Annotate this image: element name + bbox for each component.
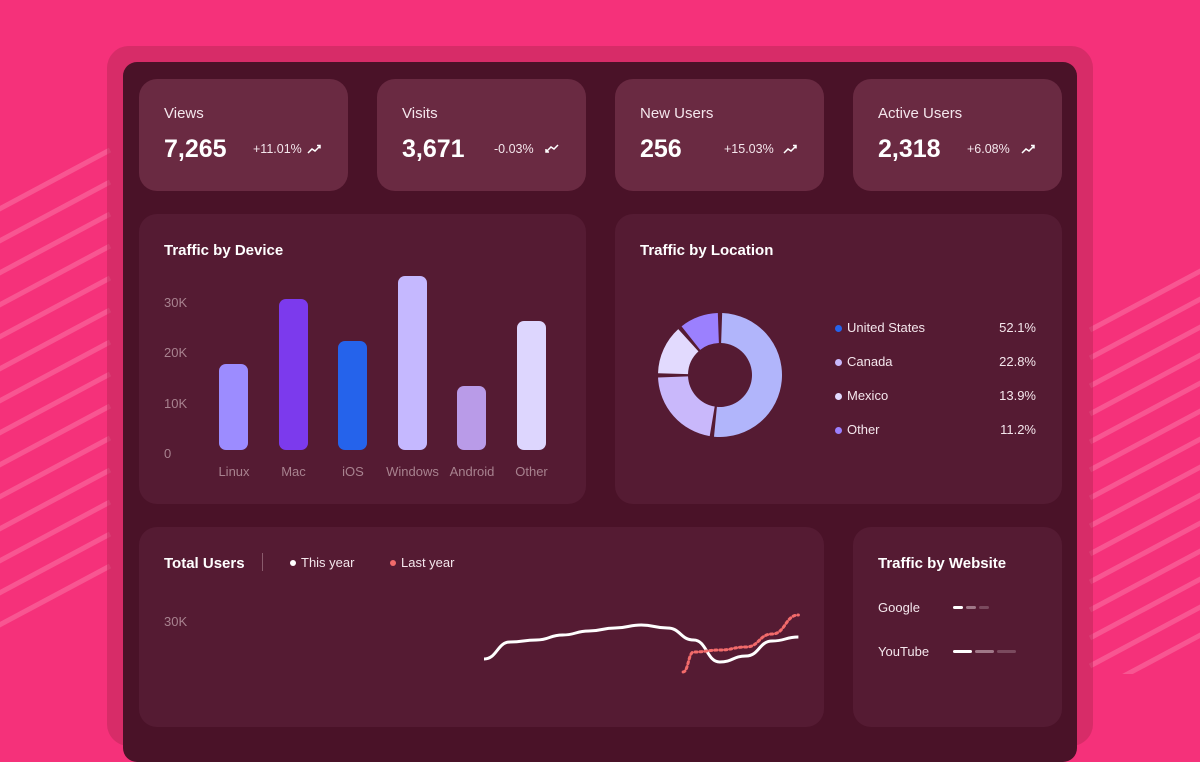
y-tick: 20K	[164, 345, 188, 360]
slice-mexico[interactable]	[658, 329, 699, 375]
kpi-views: Views 7,265 +11.01%	[139, 79, 348, 191]
card-title: Total Users	[164, 555, 245, 572]
slice-other[interactable]	[681, 313, 719, 350]
x-tick: Linux	[218, 464, 250, 479]
website-name: YouTube	[878, 644, 930, 659]
legend-label: Canada	[847, 354, 893, 369]
kpi-label: Views	[164, 105, 204, 122]
y-tick: 30K	[164, 295, 188, 310]
trend-up-icon	[307, 144, 321, 154]
y-tick: 0	[164, 446, 172, 461]
kpi-label: New Users	[640, 105, 714, 122]
x-tick: Other	[515, 464, 548, 479]
bar-android[interactable]	[457, 385, 486, 450]
bar-windows[interactable]	[397, 275, 427, 450]
traffic-by-location-card: Traffic by Location United States 52.1% Ca…	[615, 214, 1062, 504]
website-name: Google	[878, 600, 920, 615]
card-title: Traffic by Device	[164, 242, 284, 259]
legend-label: United States	[847, 320, 926, 335]
total-users-card: Total Users This year Last year 30K	[139, 527, 824, 727]
kpi-new-users: New Users 256 +15.03%	[615, 79, 824, 191]
kpi-value: 256	[640, 135, 682, 163]
legend-value: 22.8%	[999, 354, 1036, 369]
x-tick: Mac	[281, 464, 306, 479]
legend-dot	[835, 393, 842, 400]
legend-label: Other	[847, 422, 880, 437]
kpi-change: +15.03%	[724, 142, 774, 156]
website-bar-google	[953, 606, 989, 609]
x-tick: Windows	[386, 464, 439, 479]
x-tick: iOS	[342, 464, 364, 479]
x-tick: Android	[449, 464, 495, 479]
series-line-this-year	[483, 623, 799, 664]
slice-canada[interactable]	[658, 376, 715, 437]
bar-linux[interactable]	[219, 364, 248, 450]
y-tick: 10K	[164, 396, 188, 411]
trend-up-icon	[783, 144, 797, 154]
trend-up-icon	[1021, 144, 1035, 154]
kpi-value: 2,318	[878, 135, 941, 163]
legend-value: 11.2%	[1000, 422, 1036, 437]
kpi-active-users: Active Users 2,318 +6.08%	[853, 79, 1062, 191]
website-bar-youtube	[953, 650, 1016, 653]
slice-united-states[interactable]	[713, 313, 782, 437]
legend-dot-this-year	[290, 560, 296, 566]
traffic-by-website-card: Traffic by Website Google YouTube	[853, 527, 1062, 727]
bar-mac[interactable]	[278, 298, 308, 450]
legend-dot-last-year	[390, 560, 396, 566]
kpi-visits: Visits 3,671 -0.03%	[377, 79, 586, 191]
legend-dot	[835, 325, 842, 332]
bar-ios[interactable]	[338, 341, 367, 450]
legend-this-year: This year	[301, 555, 355, 570]
card-title: Traffic by Location	[640, 242, 774, 259]
donut-chart	[658, 313, 782, 437]
legend-dot	[835, 427, 842, 434]
line-chart	[483, 613, 800, 674]
decorative-stripes	[0, 147, 1200, 674]
kpi-value: 3,671	[402, 135, 465, 163]
trend-down-icon	[545, 144, 559, 153]
bar-other[interactable]	[516, 321, 546, 450]
kpi-label: Active Users	[878, 105, 963, 122]
kpi-change: +11.01%	[253, 142, 302, 156]
y-tick: 30K	[164, 614, 188, 629]
kpi-change: -0.03%	[494, 142, 534, 156]
kpi-label: Visits	[402, 105, 438, 122]
legend-value: 52.1%	[999, 320, 1036, 335]
traffic-by-device-card: Traffic by Device 0 10K 20K 30K Linux Mac…	[139, 214, 586, 504]
legend-dot	[835, 359, 842, 366]
kpi-change: +6.08%	[967, 142, 1010, 156]
legend-last-year: Last year	[401, 555, 455, 570]
card-title: Traffic by Website	[878, 555, 1007, 572]
kpi-value: 7,265	[164, 135, 227, 163]
series-line-last-year	[681, 613, 800, 674]
legend-value: 13.9%	[999, 388, 1036, 403]
legend-label: Mexico	[847, 388, 889, 403]
divider	[262, 553, 263, 571]
